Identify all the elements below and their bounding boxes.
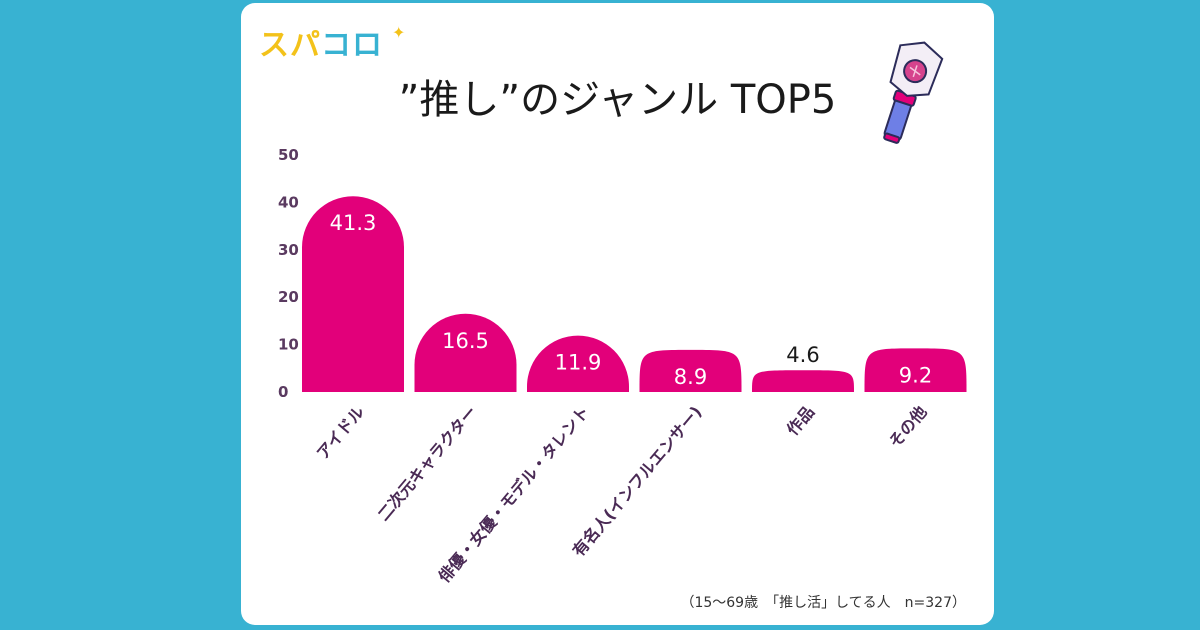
x-tick-label: その他 bbox=[885, 402, 930, 451]
y-tick-label: 30 bbox=[278, 241, 299, 259]
chart-title: ”推し”のジャンル TOP5 bbox=[398, 77, 837, 123]
y-tick-label: 40 bbox=[278, 193, 299, 211]
bars: 41.3 16.5 11.9 8.9 4.6 9.2 bbox=[302, 196, 967, 392]
footnote: （15〜69歳 「推し活」してる人 n=327） bbox=[680, 595, 966, 611]
bar bbox=[752, 370, 854, 392]
x-axis: アイドル 二次元キャラクター俳優・女優・モデル・タレント有名人(インフルエンサー)… bbox=[313, 402, 931, 586]
bar bbox=[527, 335, 629, 392]
y-tick-label: 50 bbox=[278, 146, 299, 164]
x-tick-label: 有名人(インフルエンサー) bbox=[569, 402, 706, 560]
data-label: 11.9 bbox=[555, 351, 602, 375]
logo-char: ロ bbox=[352, 28, 383, 63]
bar bbox=[302, 196, 404, 392]
logo: スパコロ bbox=[259, 31, 383, 61]
data-label: 9.2 bbox=[899, 363, 932, 387]
y-tick-label: 0 bbox=[278, 383, 288, 401]
data-label: 16.5 bbox=[442, 329, 489, 353]
lightstick-icon bbox=[883, 41, 944, 144]
y-axis: 0 10 20 30 40 50 bbox=[278, 146, 299, 401]
bar bbox=[414, 313, 517, 392]
x-tick-label: 作品 bbox=[783, 402, 818, 439]
logo-char: ス bbox=[259, 28, 290, 63]
data-label: 41.3 bbox=[330, 211, 377, 235]
y-tick-label: 10 bbox=[278, 336, 299, 354]
y-tick-label: 20 bbox=[278, 288, 299, 306]
x-tick-label: アイドル bbox=[313, 402, 368, 463]
bar bbox=[639, 349, 742, 392]
x-tick-label: 二次元キャラクター bbox=[374, 402, 481, 524]
logo-char: パ bbox=[290, 28, 321, 63]
bar bbox=[864, 348, 967, 392]
data-label: 4.6 bbox=[786, 343, 819, 367]
sparkle-icon: ✦ bbox=[392, 23, 406, 42]
data-label: 8.9 bbox=[674, 365, 707, 389]
logo-char: コ bbox=[321, 28, 352, 63]
